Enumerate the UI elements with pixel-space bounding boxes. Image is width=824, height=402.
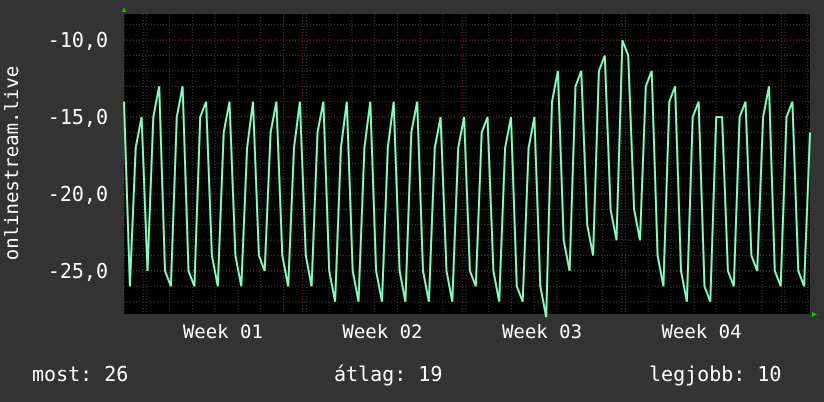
x-tick-label: Week 01 [183, 321, 263, 343]
x-tick-label: Week 02 [342, 321, 422, 343]
axis-arrows [122, 7, 817, 317]
max-value: legjobb: 10 [649, 362, 782, 386]
current-value: most: 26 [32, 362, 129, 386]
data-line [123, 39, 811, 318]
y-axis-label: onlinestream.live [1, 65, 23, 261]
y-tick-label: -20,0 [48, 182, 108, 206]
y-tick-label: -15,0 [48, 105, 108, 129]
x-tick-label: Week 03 [502, 321, 582, 343]
tick-labels: -10,0 -15,0 -20,0 -25,0 Week 01 Week 02 Week 0… [48, 28, 742, 343]
y-tick-label: -25,0 [48, 259, 108, 283]
plot-area [124, 14, 810, 314]
x-axis-arrow [812, 312, 817, 317]
average-value: átlag: 19 [334, 362, 443, 386]
y-axis-arrow [122, 7, 126, 12]
y-tick-label: -10,0 [48, 28, 108, 52]
x-tick-label: Week 04 [661, 321, 741, 343]
